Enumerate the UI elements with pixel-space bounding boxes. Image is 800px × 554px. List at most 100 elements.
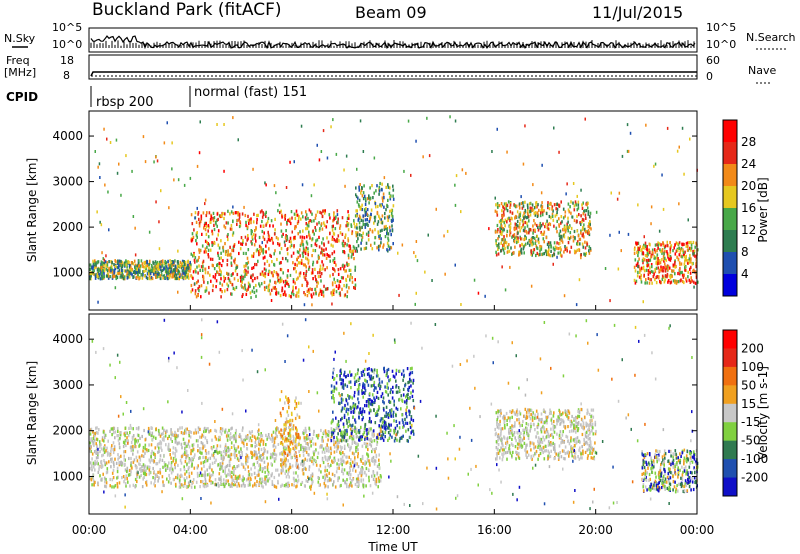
power-cell-4-334 xyxy=(693,281,695,284)
power-cell-1-539 xyxy=(311,293,313,296)
velocity-cell-0-1040 xyxy=(205,449,207,452)
power-cell-3-99 xyxy=(543,240,545,243)
velocity-cell-0-528 xyxy=(175,448,177,451)
velocity-cell-0-1112 xyxy=(285,472,287,475)
power-cell-0-72 xyxy=(188,277,190,280)
power-cell-1-585 xyxy=(345,224,347,227)
power-cell-3-175 xyxy=(523,247,525,250)
power-cell-1-525 xyxy=(210,258,212,261)
power-cell-1-570 xyxy=(232,220,234,223)
velocity-cell-0-1205 xyxy=(205,460,207,463)
power-cell-1-943 xyxy=(191,213,193,216)
power-cell-2-55 xyxy=(355,231,357,234)
power-cell-2-128 xyxy=(375,189,377,192)
velocity-cell-0-1241 xyxy=(203,461,205,464)
power-cell-2-92 xyxy=(382,196,384,199)
velocity-cell-0-1099 xyxy=(306,437,308,440)
velocity-cell-0-732 xyxy=(117,470,119,473)
power-cell-0-549 xyxy=(103,264,105,267)
power-cell-3-90 xyxy=(523,229,525,232)
power-cell-1-612 xyxy=(249,283,251,286)
power-cell-1-22 xyxy=(311,254,313,257)
power-noise-72 xyxy=(334,281,336,284)
power-cell-1-922 xyxy=(232,283,234,286)
velocity-cell-0-446 xyxy=(340,484,342,487)
velocity-cell-0-773 xyxy=(274,457,276,460)
power-cell-1-903 xyxy=(331,244,333,247)
velocity-cell-0-826 xyxy=(230,432,232,435)
velocity-cell-0-1342 xyxy=(315,443,317,446)
velocity-cell-0-1146 xyxy=(145,444,147,447)
power-cell-1-397 xyxy=(300,236,302,239)
power-cell-1-334 xyxy=(352,281,354,284)
power-cell-2-167 xyxy=(358,244,360,247)
velocity-cell-0-318 xyxy=(184,473,186,476)
power-cell-1-74 xyxy=(332,245,334,248)
velocity-cell-0-1545 xyxy=(352,478,354,481)
power-cell-3-543 xyxy=(541,201,543,204)
power-cell-1-692 xyxy=(305,277,307,280)
velocity-cell-0-1691 xyxy=(357,480,359,483)
velocity-cell-0-1667 xyxy=(319,484,321,487)
power-noise-152 xyxy=(108,228,110,231)
power-noise-253 xyxy=(205,199,207,202)
power-cell-4-303 xyxy=(645,242,647,245)
velocity-cell-0-1555 xyxy=(113,431,115,434)
power-cell-2-144 xyxy=(374,236,376,239)
power-noise-135 xyxy=(617,198,619,201)
velocity-cell-0-729 xyxy=(258,464,260,467)
power-cell-3-424 xyxy=(517,237,519,240)
power-cell-1-888 xyxy=(262,248,264,251)
power-cell-1-906 xyxy=(240,242,242,245)
velocity-cell-0-678 xyxy=(211,454,213,457)
power-cell-1-711 xyxy=(318,294,320,297)
power-cell-1-774 xyxy=(281,279,283,282)
velocity-cell-0-266 xyxy=(267,466,269,469)
power-cell-1-498 xyxy=(204,250,206,253)
velocity-cell-0-626 xyxy=(334,474,336,477)
power-cell-1-656 xyxy=(323,249,325,252)
velocity-cell-0-350 xyxy=(195,428,197,431)
velocity-cell-0-168 xyxy=(358,474,360,477)
power-cell-1-304 xyxy=(210,221,212,224)
velocity-cell-0-736 xyxy=(297,475,299,478)
power-cell-1-848 xyxy=(220,256,222,259)
velocity-cell-0-1201 xyxy=(134,458,136,461)
velocity-cell-0-1532 xyxy=(95,451,97,454)
velocity-cell-0-985 xyxy=(251,430,253,433)
power-cell-3-361 xyxy=(504,252,506,255)
power-cell-1-850 xyxy=(290,237,292,240)
power-cell-1-685 xyxy=(354,287,356,290)
velocity-cell-0-1386 xyxy=(327,479,329,482)
velocity-cell-0-1216 xyxy=(313,452,315,455)
power-noise-20 xyxy=(506,151,508,154)
power-cell-3-345 xyxy=(514,246,516,249)
power-cell-1-717 xyxy=(238,241,240,244)
power-cell-3-573 xyxy=(535,205,537,208)
velocity-cell-0-273 xyxy=(289,463,291,466)
power-cell-1-915 xyxy=(323,244,325,247)
power-cell-1-174 xyxy=(229,212,231,215)
power-cell-3-429 xyxy=(513,251,515,254)
power-cell-1-554 xyxy=(257,276,259,279)
velocity-cell-0-436 xyxy=(330,464,332,467)
power-noise-241 xyxy=(223,170,225,173)
velocity-cell-0-967 xyxy=(202,456,204,459)
velocity-cell-0-953 xyxy=(171,461,173,464)
velocity-cell-0-486 xyxy=(119,442,121,445)
power-cell-1-563 xyxy=(297,250,299,253)
power-cell-3-135 xyxy=(564,215,566,218)
power-cell-2-77 xyxy=(385,235,387,238)
power-cell-3-369 xyxy=(554,241,556,244)
power-cell-1-393 xyxy=(302,215,304,218)
power-cell-1-806 xyxy=(220,288,222,291)
power-cell-1-845 xyxy=(196,231,198,234)
power-noise-237 xyxy=(101,251,103,254)
power-cell-3-550 xyxy=(507,246,509,249)
power-cell-4-349 xyxy=(642,267,644,270)
power-cell-1-600 xyxy=(305,249,307,252)
velocity-cell-0-1410 xyxy=(168,448,170,451)
power-cell-1-789 xyxy=(313,219,315,222)
velocity-cell-0-372 xyxy=(258,433,260,436)
velocity-cell-0-1252 xyxy=(185,431,187,434)
